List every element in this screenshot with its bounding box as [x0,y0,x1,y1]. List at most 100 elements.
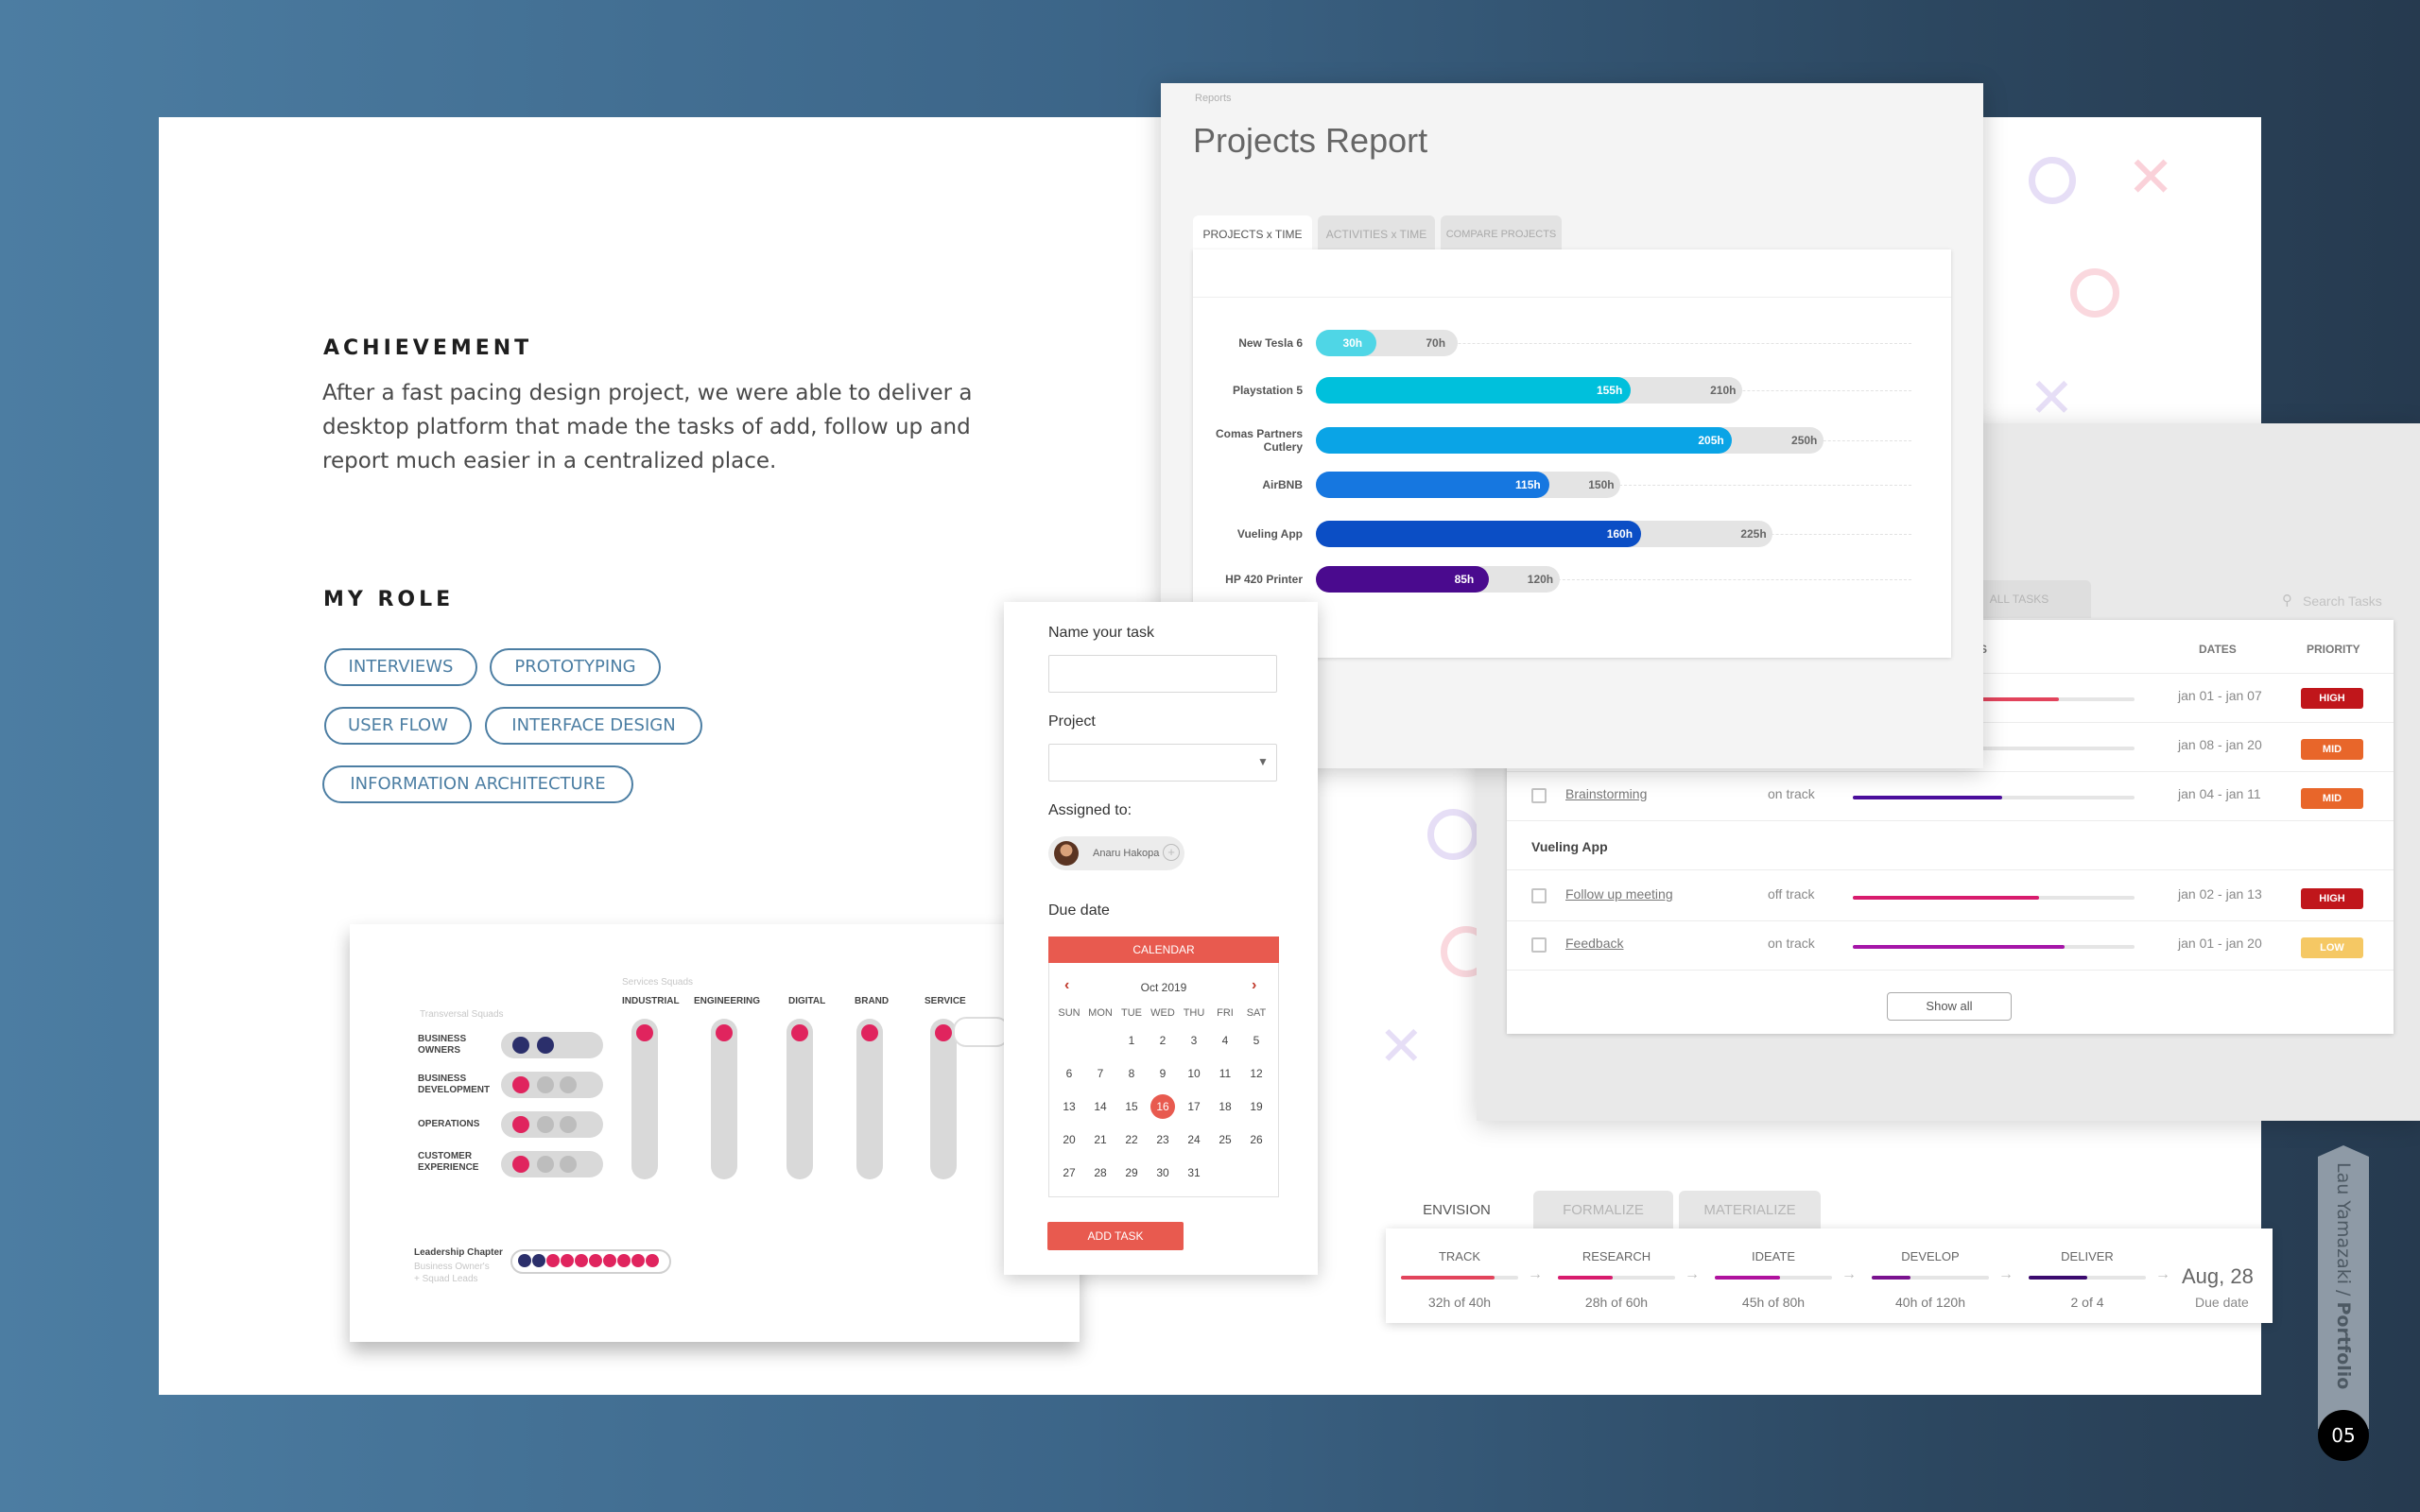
task-dates: jan 01 - jan 07 [2178,688,2262,703]
calendar-day[interactable]: 17 [1187,1100,1201,1113]
column-service: SERVICE [925,996,966,1006]
calendar-day[interactable]: 24 [1187,1133,1201,1146]
phase-name: IDEATE [1752,1249,1795,1263]
calendar-day[interactable]: 22 [1125,1133,1138,1146]
tab-projects-x-time[interactable]: PROJECTS x TIME [1193,215,1312,253]
column-pill [631,1019,658,1179]
bar[interactable] [1316,427,1733,454]
tab-envision[interactable]: ENVISION [1386,1191,1528,1230]
bar-value-label: 115h [1515,478,1541,491]
bar-total-label: 210h [1710,384,1737,397]
role-pill-information-architecture: INFORMATION ARCHITECTURE [322,765,633,803]
category-label: New Tesla 6 [1238,336,1303,350]
chevron-right-icon[interactable]: › [1252,977,1257,993]
priority-badge: LOW [2301,937,2363,958]
priority-badge: HIGH [2301,888,2363,909]
calendar-day[interactable]: 29 [1125,1166,1138,1179]
calendar-day[interactable]: 23 [1156,1133,1169,1146]
person-icon [537,1156,554,1173]
column-digital: DIGITAL [788,996,826,1006]
search-icon[interactable]: ⚲ [2282,593,2292,609]
bar-value-label: 30h [1342,336,1363,350]
calendar-day[interactable]: 10 [1187,1067,1201,1080]
circle-shape [2070,268,2119,318]
calendar-day[interactable]: 12 [1250,1067,1263,1080]
task-checkbox[interactable] [1531,937,1547,953]
calendar-day[interactable]: 20 [1063,1133,1076,1146]
person-icon [512,1037,529,1054]
search-input[interactable]: Search Tasks [2303,593,2382,609]
task-name-input[interactable] [1048,655,1277,693]
calendar-day[interactable]: 7 [1097,1067,1104,1080]
weekday-label: SAT [1246,1007,1267,1019]
page-title: Projects Report [1193,121,1428,160]
footer-tab [2318,1145,2369,1429]
calendar-day[interactable]: 30 [1156,1166,1169,1179]
task-dates: jan 02 - jan 13 [2178,886,2262,902]
bar[interactable] [1316,472,1550,498]
person-icon [560,1156,577,1173]
tab-activities-x-time[interactable]: ACTIVITIES x TIME [1318,215,1435,253]
show-all-button[interactable]: Show all [1887,992,2012,1021]
tab-materialize[interactable]: MATERIALIZE [1679,1191,1821,1230]
chevron-left-icon[interactable]: ‹ [1064,977,1070,993]
calendar-day[interactable]: 15 [1125,1100,1138,1113]
bar[interactable] [1316,521,1641,547]
calendar-day[interactable]: 18 [1219,1100,1232,1113]
person-icon [561,1254,574,1267]
bar[interactable] [1316,330,1377,356]
calendar-day[interactable]: 26 [1250,1133,1263,1146]
calendar-day[interactable]: 31 [1187,1166,1201,1179]
task-checkbox[interactable] [1531,888,1547,903]
task-name-link[interactable]: Follow up meeting [1565,886,1673,902]
calendar-day[interactable]: 4 [1221,1034,1229,1047]
calendar-day[interactable]: 3 [1190,1034,1198,1047]
tab-formalize[interactable]: FORMALIZE [1533,1191,1673,1230]
breadcrumb[interactable]: Reports [1195,93,1232,104]
calendar-day[interactable]: 8 [1128,1067,1135,1080]
calendar-day[interactable]: 27 [1063,1166,1076,1179]
bar[interactable] [1316,566,1489,593]
achievement-text: After a fast pacing design project, we w… [322,381,973,473]
calendar-day[interactable]: 21 [1094,1133,1107,1146]
calendar-day[interactable]: 6 [1065,1067,1073,1080]
category-label: Playstation 5 [1232,384,1303,397]
group-title: Vueling App [1531,839,1608,854]
tab-compare-projects[interactable]: COMPARE PROJECTS [1441,215,1562,253]
calendar-day[interactable]: 5 [1253,1034,1260,1047]
calendar-day[interactable]: 9 [1159,1067,1167,1080]
add-task-button[interactable]: ADD TASK [1047,1222,1184,1250]
bar-total-label: 250h [1791,434,1818,447]
chevron-down-icon[interactable]: ▼ [1257,755,1269,768]
task-status: on track [1768,936,1815,951]
person-icon [935,1024,952,1041]
phase-progress-bar [2029,1276,2087,1280]
bar-value-label: 205h [1698,434,1724,447]
person-icon [512,1076,529,1093]
calendar-day[interactable]: 16 [1150,1094,1175,1119]
calendar-day[interactable]: 28 [1094,1166,1107,1179]
calendar-day[interactable]: 13 [1063,1100,1076,1113]
task-checkbox[interactable] [1531,788,1547,803]
task-name-link[interactable]: Feedback [1565,936,1624,951]
calendar-day[interactable]: 1 [1128,1034,1135,1047]
calendar-day[interactable]: 11 [1219,1067,1232,1080]
transversal-squads-label: Transversal Squads [420,1009,504,1020]
page-number-badge: 05 [2318,1410,2369,1461]
column-brand: BRAND [855,996,890,1006]
person-icon [560,1116,577,1133]
project-select[interactable] [1048,744,1277,782]
weekday-label: TUE [1121,1007,1142,1019]
phase-name: RESEARCH [1582,1249,1651,1263]
task-name-link[interactable]: Brainstorming [1565,786,1648,801]
bar-total-label: 70h [1426,336,1446,350]
calendar-day[interactable]: 25 [1219,1133,1232,1146]
role-pill-interface-design: INTERFACE DESIGN [485,707,702,745]
calendar-day[interactable]: 19 [1250,1100,1263,1113]
footer-label: Lau Yamazaki / Portfolio [2333,1162,2354,1389]
calendar-day[interactable]: 2 [1159,1034,1167,1047]
add-person-icon[interactable]: + [1163,844,1180,861]
calendar-day[interactable]: 14 [1094,1100,1107,1113]
arrow-right-icon: → [1528,1266,1543,1282]
bar[interactable] [1316,377,1631,404]
